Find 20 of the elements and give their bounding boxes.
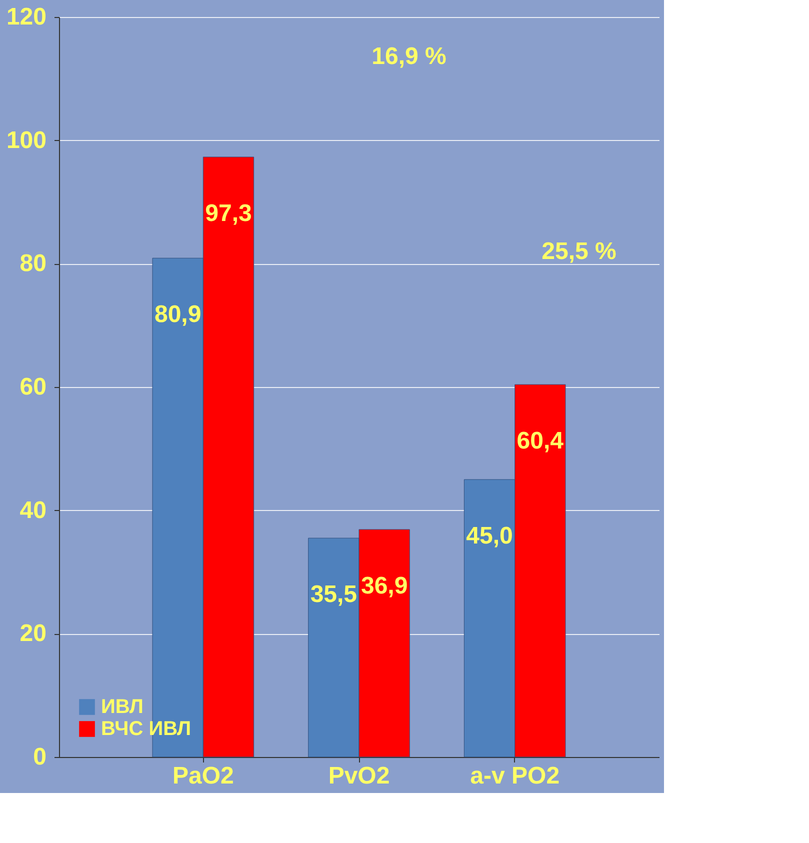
legend-label: ВЧС ИВЛ bbox=[101, 718, 192, 740]
data-label: 60,4 bbox=[516, 428, 564, 455]
data-label: 35,5 bbox=[310, 581, 358, 608]
annotation: 25,5 % bbox=[542, 238, 616, 265]
y-tick-label: 120 bbox=[6, 4, 46, 30]
annotation: 16,9 % bbox=[372, 43, 446, 70]
data-label: 97,3 bbox=[205, 200, 252, 227]
y-tick-label: 0 bbox=[33, 744, 46, 770]
y-tick-label: 20 bbox=[20, 620, 46, 648]
y-tick-label: 40 bbox=[20, 496, 46, 524]
x-tick-label: PaO2 bbox=[172, 762, 234, 790]
data-label: 36,9 bbox=[360, 572, 408, 600]
x-tick-label: a-v PO2 bbox=[470, 762, 560, 790]
x-tick-label: PvO2 bbox=[328, 762, 390, 790]
data-label: 45,0 bbox=[466, 522, 513, 550]
y-tick-label: 80 bbox=[20, 250, 46, 278]
y-tick-label: 100 bbox=[6, 126, 46, 154]
legend-label: ИВЛ bbox=[101, 696, 144, 718]
y-tick-label: 60 bbox=[20, 374, 46, 400]
data-label: 80,9 bbox=[154, 301, 202, 328]
